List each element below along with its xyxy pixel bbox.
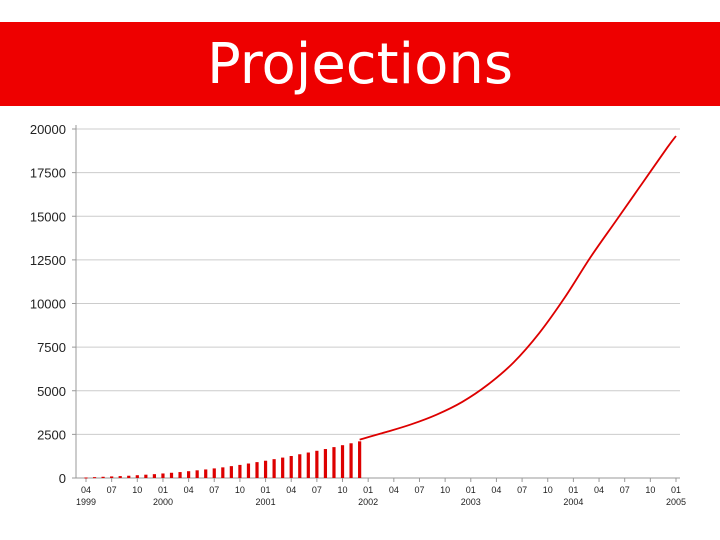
bar (178, 472, 182, 478)
bar (306, 452, 310, 478)
bar (204, 469, 208, 478)
x-tick-month: 01 (568, 485, 578, 495)
bar (281, 457, 285, 478)
x-tick-month: 07 (620, 485, 630, 495)
x-tick-year: 1999 (76, 497, 96, 507)
bar (195, 470, 199, 478)
bar (315, 450, 319, 478)
bar (332, 447, 336, 478)
bar (221, 467, 225, 478)
bar (161, 473, 165, 478)
bar (212, 468, 216, 478)
bar-series (84, 441, 362, 479)
x-tick-month: 01 (363, 485, 373, 495)
bar (127, 475, 131, 478)
x-tick-year: 2003 (461, 497, 481, 507)
line-series (359, 135, 677, 441)
y-tick-label: 5000 (37, 384, 66, 399)
x-tick-month: 07 (517, 485, 527, 495)
bar (246, 463, 251, 478)
x-tick-month: 04 (389, 485, 399, 495)
grid-lines (76, 128, 680, 435)
bar (110, 476, 114, 478)
x-tick-year: 2005 (666, 497, 686, 507)
x-tick-month: 10 (645, 485, 655, 495)
bar (187, 471, 191, 478)
bar (118, 476, 122, 478)
bar (152, 474, 157, 478)
axes (72, 125, 680, 482)
bar (298, 454, 302, 478)
x-tick-month: 01 (466, 485, 476, 495)
bar (272, 459, 276, 478)
bar (358, 441, 362, 478)
y-tick-label: 7500 (37, 340, 66, 355)
x-tick-month: 07 (312, 485, 322, 495)
page-title: Projections (206, 32, 514, 97)
x-tick-month: 10 (543, 485, 553, 495)
y-tick-label: 12500 (30, 253, 66, 268)
y-tick-label: 10000 (30, 297, 66, 312)
x-tick-year: 2002 (358, 497, 378, 507)
bar (349, 443, 353, 478)
x-tick-month: 10 (440, 485, 450, 495)
x-tick-year: 2000 (153, 497, 173, 507)
x-tick-month: 04 (184, 485, 194, 495)
bar (135, 475, 139, 478)
x-tick-month: 01 (261, 485, 271, 495)
x-tick-month: 10 (338, 485, 348, 495)
projection-chart: 0 2500 5000 7500 10000 12500 15000 17500 20000 0… (30, 122, 686, 507)
x-tick-year: 2001 (256, 497, 276, 507)
x-tick-month: 01 (158, 485, 168, 495)
bar (144, 474, 148, 478)
bar (263, 460, 268, 478)
x-tick-month: 04 (286, 485, 296, 495)
bar (229, 466, 233, 478)
x-tick-month: 07 (107, 485, 117, 495)
x-tick-month: 04 (81, 485, 91, 495)
x-tick-month: 07 (414, 485, 424, 495)
x-tick-month: 04 (594, 485, 604, 495)
bar (340, 445, 345, 478)
y-tick-label: 20000 (30, 122, 66, 137)
y-tick-label: 17500 (30, 166, 66, 181)
bar (92, 477, 97, 479)
y-tick-labels: 0 2500 5000 7500 10000 12500 15000 17500 20000 (30, 122, 66, 486)
x-tick-labels: 04 1999 07 10 01 2000 04 07 10 01 2001 04 07 10 01 2002… (76, 485, 686, 507)
x-tick-month: 01 (671, 485, 681, 495)
bar (238, 464, 242, 478)
x-tick-year: 2004 (563, 497, 583, 507)
projection-line (359, 135, 677, 441)
bar (84, 477, 88, 479)
bar (255, 462, 259, 478)
bar (289, 456, 293, 478)
x-tick-month: 07 (209, 485, 219, 495)
x-tick-month: 10 (132, 485, 142, 495)
bar (101, 476, 105, 478)
title-banner: Projections (0, 22, 720, 106)
x-tick-month: 04 (491, 485, 501, 495)
bar (169, 472, 174, 478)
y-tick-label: 15000 (30, 209, 66, 224)
x-tick-month: 10 (235, 485, 245, 495)
y-tick-label: 2500 (37, 427, 66, 442)
bar (323, 449, 328, 478)
y-tick-label: 0 (59, 471, 66, 486)
